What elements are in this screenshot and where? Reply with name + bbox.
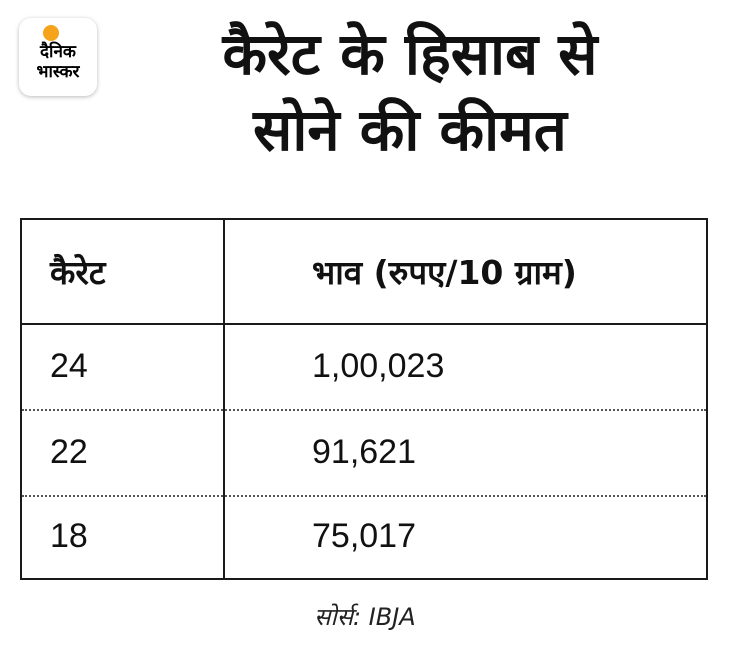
price-cell: 91,621 (312, 432, 416, 471)
title-line-2: सोने की कीमत (253, 96, 567, 164)
dainik-bhaskar-logo: दैनिक भास्कर (19, 18, 97, 96)
header-karat: कैरेट (50, 253, 106, 292)
header-price: भाव (रुपए/10 ग्राम) (312, 253, 577, 292)
price-cell: 75,017 (312, 517, 416, 555)
sun-icon (43, 25, 59, 41)
source-note: सोर्स: IBJA (314, 603, 416, 631)
price-cell: 1,00,023 (312, 346, 445, 385)
column-divider (223, 220, 225, 578)
table-row: 18 75,017 (22, 495, 706, 578)
table-row: 22 91,621 (22, 409, 706, 497)
logo-text-line1: दैनिक (40, 42, 76, 62)
logo-text-line2: भास्कर (36, 62, 80, 82)
karat-cell: 18 (50, 517, 88, 555)
karat-cell: 24 (50, 346, 88, 385)
gold-price-table: कैरेट भाव (रुपए/10 ग्राम) 24 1,00,023 22… (20, 218, 708, 580)
page-title: कैरेट के हिसाब से सोने की कीमत (110, 16, 710, 168)
karat-cell: 22 (50, 432, 88, 471)
title-line-1: कैरेट के हिसाब से (222, 20, 598, 88)
table-header-row: कैरेट भाव (रुपए/10 ग्राम) (22, 220, 706, 325)
table-row: 24 1,00,023 (22, 323, 706, 411)
